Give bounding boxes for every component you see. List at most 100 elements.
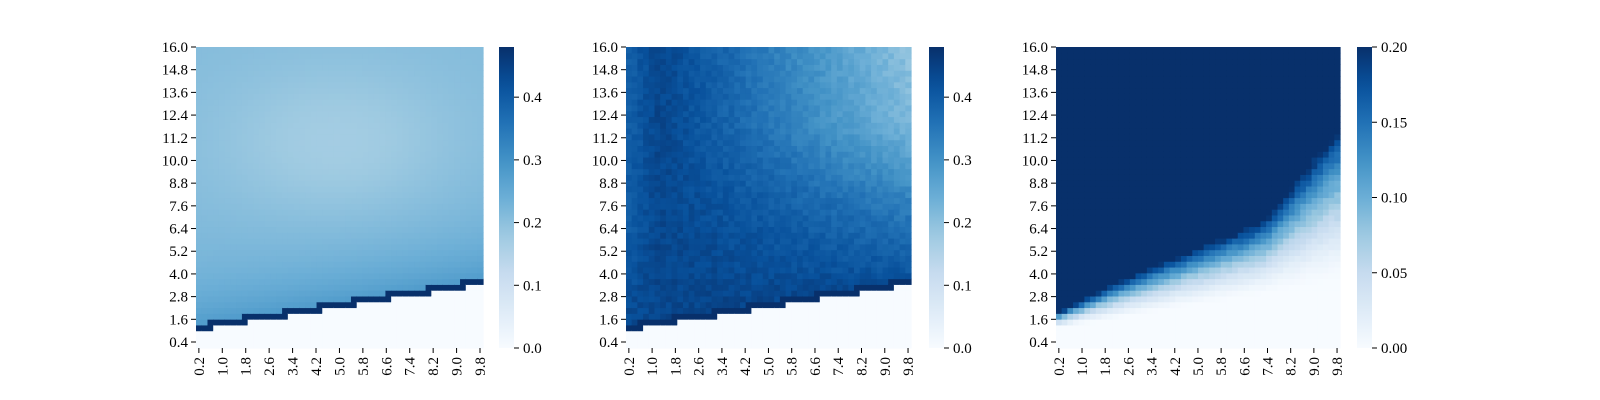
heatmap-cell: [700, 330, 707, 338]
heatmap-cell: [425, 226, 432, 233]
heatmap-cell: [379, 180, 387, 187]
heatmap-cell: [218, 162, 226, 170]
heatmap-cell: [287, 180, 295, 187]
heatmap-cell: [728, 139, 735, 147]
heatmap-cell: [207, 330, 214, 338]
heatmap-cell: [396, 99, 404, 106]
heatmap-cell: [808, 220, 815, 228]
heatmap-cell: [814, 238, 821, 245]
heatmap-cell: [626, 313, 633, 320]
heatmap-cell: [373, 266, 381, 274]
heatmap-cell: [876, 156, 884, 164]
heatmap-cell: [328, 110, 335, 118]
heatmap-cell: [437, 99, 444, 106]
heatmap-cell: [768, 75, 775, 83]
heatmap-cell: [218, 209, 226, 216]
heatmap-cell: [825, 209, 832, 216]
heatmap-cell: [700, 122, 707, 129]
heatmap-cell: [808, 52, 815, 60]
heatmap-cell: [871, 243, 878, 251]
heatmap-cell: [196, 116, 203, 123]
heatmap-cell: [339, 47, 346, 54]
heatmap-cell: [848, 266, 855, 274]
heatmap-cell: [425, 70, 432, 77]
heatmap-cell: [460, 191, 467, 199]
heatmap-cell: [333, 214, 341, 222]
heatmap-cell: [740, 156, 747, 164]
heatmap-cell: [865, 232, 872, 239]
heatmap-cell: [247, 191, 254, 199]
heatmap-cell: [196, 249, 203, 256]
heatmap-cell: [396, 261, 404, 268]
heatmap-cell: [688, 64, 695, 71]
heatmap-cell: [316, 214, 323, 222]
heatmap-cell: [282, 342, 289, 349]
heatmap-cell: [316, 209, 323, 216]
heatmap-cell: [471, 75, 478, 83]
heatmap-cell: [665, 238, 673, 245]
heatmap-cell: [654, 336, 661, 343]
heatmap-cell: [454, 128, 461, 135]
heatmap-cell: [396, 110, 404, 118]
heatmap-cell: [774, 151, 781, 158]
heatmap-cell: [774, 342, 781, 349]
heatmap-cell: [477, 122, 484, 129]
heatmap-cell: [282, 122, 289, 129]
heatmap-cell: [305, 261, 312, 268]
heatmap-cell: [408, 110, 415, 118]
heatmap-cell: [270, 313, 277, 320]
heatmap-cell: [717, 284, 724, 291]
heatmap-cell: [631, 266, 638, 274]
heatmap-cell: [700, 185, 707, 193]
heatmap-cell: [683, 93, 690, 100]
heatmap-cell: [717, 81, 724, 89]
heatmap-cell: [819, 261, 827, 268]
heatmap-cell: [745, 151, 752, 158]
heatmap-cell: [677, 319, 684, 326]
heatmap-cell: [762, 209, 770, 216]
heatmap-cell: [247, 104, 254, 112]
heatmap-cell: [437, 324, 444, 332]
heatmap-cell: [287, 209, 295, 216]
heatmap-cell: [264, 70, 272, 77]
heatmap-cell: [448, 104, 455, 112]
heatmap-cell: [391, 324, 398, 332]
heatmap-cell: [356, 81, 364, 89]
heatmap-cell: [454, 266, 461, 274]
heatmap-cell: [368, 330, 375, 338]
heatmap-cell: [677, 174, 684, 181]
heatmap-cell: [700, 58, 707, 65]
heatmap-cell: [201, 255, 209, 262]
heatmap-cell: [310, 284, 318, 291]
heatmap-cell: [454, 185, 461, 193]
y-tick-label: 11.2: [162, 131, 188, 147]
heatmap-cell: [814, 301, 821, 309]
heatmap-cell: [814, 99, 821, 106]
heatmap-cell: [648, 209, 656, 216]
heatmap-cell: [322, 110, 329, 118]
heatmap-cell: [688, 162, 695, 170]
heatmap-cell: [402, 324, 409, 332]
heatmap-cell: [848, 336, 855, 343]
heatmap-cell: [865, 284, 872, 291]
heatmap-cell: [287, 128, 295, 135]
heatmap-cell: [368, 342, 375, 349]
heatmap-cell: [477, 330, 484, 338]
heatmap-cell: [379, 52, 387, 60]
heatmap-cell: [305, 81, 312, 89]
heatmap-cell: [854, 336, 861, 343]
heatmap-cell: [218, 324, 226, 332]
heatmap-cell: [362, 93, 369, 100]
heatmap-cell: [316, 266, 323, 274]
heatmap-cell: [774, 249, 781, 256]
heatmap-cell: [282, 203, 289, 210]
heatmap-cell: [419, 168, 427, 175]
heatmap-cell: [471, 238, 478, 245]
heatmap-cell: [848, 180, 855, 187]
heatmap-cell: [448, 295, 455, 303]
heatmap-cell: [454, 139, 461, 147]
heatmap-cell: [637, 220, 644, 228]
heatmap-cell: [637, 342, 644, 349]
heatmap-cell: [437, 336, 444, 343]
heatmap-cell: [241, 133, 249, 141]
